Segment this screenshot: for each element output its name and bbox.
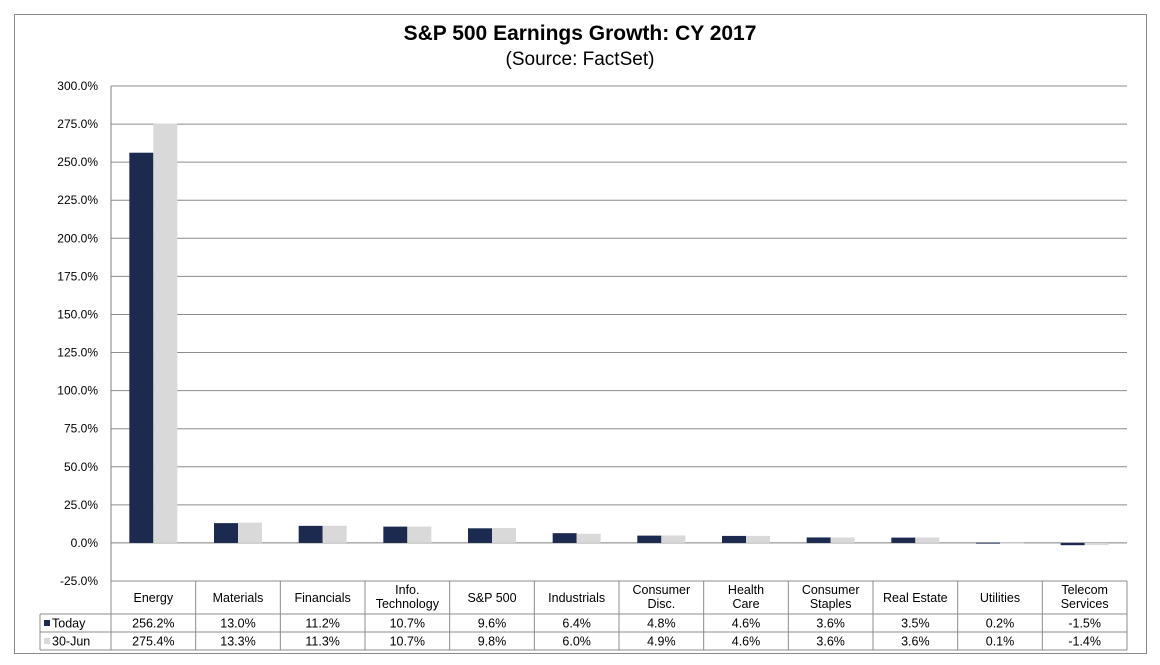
category-label: Utilities — [980, 591, 1020, 605]
category-label: Materials — [213, 591, 264, 605]
bar-30-jun — [238, 522, 262, 543]
data-label: 6.0% — [562, 635, 591, 649]
y-tick-label: -25.0% — [60, 574, 98, 588]
data-label: 13.3% — [220, 635, 255, 649]
data-label: 13.0% — [220, 617, 255, 631]
chart-frame — [14, 14, 1147, 654]
bar-today — [976, 542, 1000, 544]
y-tick-label: 100.0% — [57, 384, 98, 398]
data-label: 275.4% — [132, 635, 174, 649]
bar-30-jun — [407, 526, 432, 543]
chart-subtitle: (Source: FactSet) — [505, 49, 655, 70]
category-label: S&P 500 — [467, 591, 516, 605]
data-label: 4.9% — [647, 635, 676, 649]
category-label: Financials — [295, 591, 351, 605]
bar-today — [637, 535, 662, 543]
category-label: Telecom — [1061, 583, 1108, 597]
legend-label: Today — [52, 617, 86, 631]
category-label: Disc. — [647, 597, 675, 611]
bar-30-jun — [492, 527, 516, 543]
bar-30-jun — [746, 535, 770, 543]
category-label: Info. — [395, 583, 419, 597]
gridlines — [111, 85, 1127, 544]
bar-30-jun — [153, 123, 178, 543]
bar-today — [468, 528, 492, 543]
y-tick-label: 25.0% — [64, 498, 98, 512]
y-tick-label: 125.0% — [57, 346, 98, 360]
bar-today — [129, 152, 154, 543]
bar-today — [298, 525, 323, 543]
bar-30-jun — [661, 535, 686, 543]
category-label: Real Estate — [883, 591, 948, 605]
data-label: 10.7% — [390, 635, 425, 649]
bar-30-jun — [576, 533, 601, 543]
category-label: Consumer — [802, 583, 860, 597]
bar-today — [552, 533, 577, 543]
data-label: 256.2% — [132, 617, 174, 631]
data-label: 3.6% — [816, 617, 845, 631]
category-label: Services — [1061, 597, 1109, 611]
bar-today — [806, 537, 831, 543]
bar-today — [214, 523, 238, 543]
data-table: Energy Materials Financials Info.Technology… — [39, 580, 1128, 651]
data-label: 6.4% — [562, 617, 591, 631]
bar-30-jun — [830, 537, 855, 543]
y-tick-label: 150.0% — [57, 307, 98, 321]
legend-key-30-jun — [44, 638, 50, 644]
chart-title: S&P 500 Earnings Growth: CY 2017 — [403, 22, 757, 45]
category-label: Consumer — [632, 583, 690, 597]
category-label: Care — [732, 597, 759, 611]
data-label: 0.2% — [986, 617, 1015, 631]
bar-today — [722, 535, 746, 543]
legend-label: 30-Jun — [52, 635, 90, 649]
bar-today — [1060, 542, 1085, 546]
data-label: 0.1% — [986, 635, 1015, 649]
data-label: 11.3% — [305, 635, 340, 649]
y-tick-label: 250.0% — [57, 155, 98, 169]
y-tick-label: 75.0% — [64, 422, 98, 436]
y-tick-label: 0.0% — [71, 536, 99, 550]
legend-key-today — [44, 620, 50, 626]
category-label: Health — [728, 583, 764, 597]
data-label: 4.8% — [647, 617, 676, 631]
bar-today — [891, 537, 916, 543]
y-tick-label: 225.0% — [57, 193, 98, 207]
bar-30-jun — [915, 537, 940, 543]
data-label: 4.6% — [732, 635, 761, 649]
y-tick-label: 175.0% — [57, 269, 98, 283]
category-label: Technology — [376, 597, 440, 611]
data-label: -1.4% — [1068, 635, 1101, 649]
data-label: 3.6% — [816, 635, 845, 649]
data-label: 3.6% — [901, 635, 930, 649]
data-label: 4.6% — [732, 617, 761, 631]
category-label: Energy — [134, 591, 174, 605]
category-label: Industrials — [548, 591, 605, 605]
data-label: 11.2% — [305, 617, 340, 631]
bar-30-jun — [1084, 542, 1109, 546]
y-tick-label: 50.0% — [64, 460, 98, 474]
y-axis: 300.0% 275.0% 250.0% 225.0% 200.0% 175.0% 150.… — [57, 79, 112, 588]
y-tick-label: 275.0% — [57, 117, 98, 131]
y-tick-label: 300.0% — [57, 79, 98, 93]
data-label: 3.5% — [901, 617, 930, 631]
y-tick-label: 200.0% — [57, 231, 98, 245]
category-label: Staples — [810, 597, 852, 611]
bar-30-jun — [1000, 542, 1024, 544]
data-label: 10.7% — [390, 617, 425, 631]
bars — [129, 123, 1109, 546]
data-label: 9.6% — [478, 617, 507, 631]
bar-30-jun — [322, 525, 347, 543]
data-label: -1.5% — [1068, 617, 1101, 631]
data-label: 9.8% — [478, 635, 507, 649]
bar-today — [383, 526, 408, 543]
